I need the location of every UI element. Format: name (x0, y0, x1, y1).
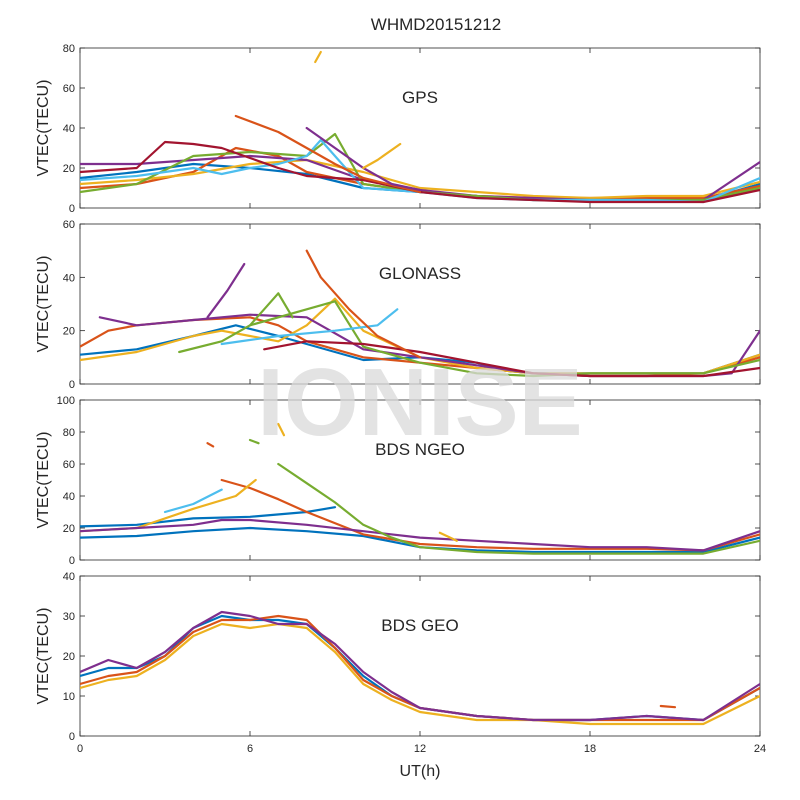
panel-bds-ngeo: 0 20 40 60 80 100 VTEC(TECU) BDS NGEO (35, 395, 761, 567)
y-tick-label: 80 (63, 43, 75, 55)
series-line-3 (80, 622, 760, 726)
series-line-8 (234, 114, 422, 194)
panel-title: GLONASS (379, 264, 461, 283)
y-tick-label: 0 (69, 731, 75, 743)
series-line-6 (277, 462, 760, 555)
series-line-4 (80, 610, 760, 722)
y-axis-label: VTEC(TECU) (35, 256, 52, 353)
y-tick-label: 10 (63, 691, 75, 703)
figure-title: WHMD20151212 (371, 15, 501, 34)
series-line-3 (220, 478, 760, 552)
ionise-watermark: IONISE (257, 349, 582, 456)
y-tick-label: 40 (63, 571, 75, 583)
y-tick-label: 60 (63, 83, 75, 95)
x-tick-label: 12 (414, 743, 426, 755)
series-line-6 (80, 138, 760, 204)
y-tick-label: 20 (63, 523, 75, 535)
x-tick-label: 18 (584, 743, 596, 755)
y-axis-label: VTEC(TECU) (35, 432, 52, 529)
panel-gps: 0 20 40 60 80 VTEC(TECU) GPS (35, 43, 761, 215)
panel-title: BDS GEO (381, 616, 458, 635)
series-line-9 (305, 249, 422, 359)
y-tick-label: 40 (63, 123, 75, 135)
panel-title: GPS (402, 88, 438, 107)
series-line-9 (206, 442, 215, 448)
panel-bds-geo: 0 10 20 30 40 0 6 12 18 24 VTEC(TECU) BDS GEO (35, 571, 766, 755)
series-line-3 (80, 158, 760, 200)
series-line-10 (314, 50, 322, 64)
y-tick-label: 20 (63, 326, 75, 338)
y-tick-label: 0 (69, 203, 75, 215)
series-line-5 (659, 704, 677, 709)
y-tick-label: 100 (57, 395, 75, 407)
y-tick-label: 60 (63, 219, 75, 231)
series-group (80, 50, 760, 204)
y-tick-label: 60 (63, 459, 75, 471)
y-tick-label: 40 (63, 272, 75, 284)
series-line-5 (80, 518, 760, 552)
x-axis-label: UT(h) (400, 763, 441, 780)
series-line-7 (163, 488, 223, 514)
series-line-8 (438, 531, 458, 542)
panel-title: BDS NGEO (375, 440, 465, 459)
series-line-7 (80, 140, 760, 204)
plot-frame (79, 47, 761, 209)
series-line-2 (80, 506, 337, 528)
series-group (80, 249, 760, 378)
x-tick-label: 0 (77, 743, 83, 755)
plot-frame (79, 399, 761, 561)
x-tick-label: 24 (754, 743, 766, 755)
y-tick-label: 20 (63, 163, 75, 175)
series-line-6 (220, 308, 399, 346)
series-line-10 (248, 438, 260, 445)
series-line-7 (263, 340, 760, 378)
series-line-11 (362, 142, 402, 170)
plot-frame (79, 575, 761, 737)
series-group (80, 610, 760, 726)
y-tick-label: 20 (63, 651, 75, 663)
series-group (80, 422, 760, 555)
y-axis-label: VTEC(TECU) (35, 80, 52, 177)
y-tick-label: 30 (63, 611, 75, 623)
series-line-11 (277, 422, 286, 437)
series-line-8 (206, 262, 246, 319)
y-tick-label: 0 (69, 555, 75, 567)
x-tick-label: 6 (247, 743, 253, 755)
panel-glonass: 0 20 40 60 VTEC(TECU) GLONASS (35, 219, 761, 391)
y-tick-label: 0 (69, 379, 75, 391)
y-tick-label: 40 (63, 491, 75, 503)
series-line-10 (248, 292, 294, 327)
y-tick-label: 80 (63, 427, 75, 439)
y-axis-label: VTEC(TECU) (35, 608, 52, 705)
